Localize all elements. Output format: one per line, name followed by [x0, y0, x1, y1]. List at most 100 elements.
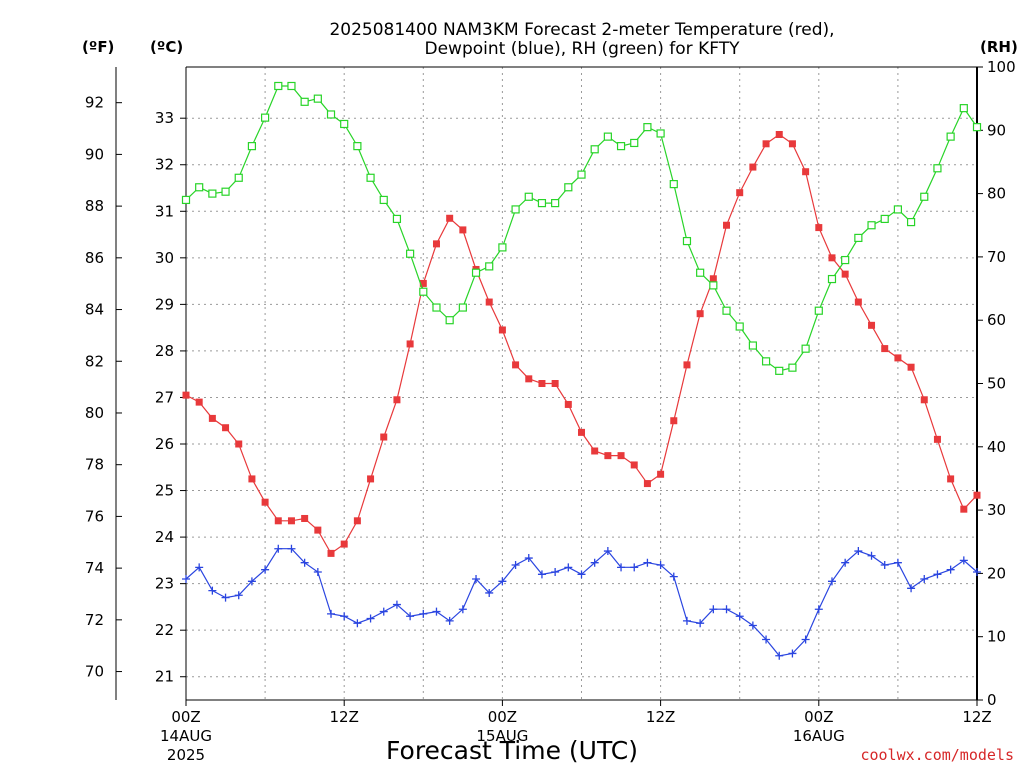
rh-point [801, 344, 810, 353]
dewpoint-point [920, 574, 929, 583]
temperature-point [788, 140, 796, 148]
fahrenheit-tick-label: 82 [85, 352, 104, 370]
grid-lines [186, 67, 977, 700]
dewpoint-point [946, 565, 955, 574]
temperature-point [881, 345, 889, 353]
dewpoint-point [458, 605, 467, 614]
rh-point [511, 205, 520, 214]
rh-point [208, 189, 217, 198]
dewpoint-point [221, 593, 230, 602]
dewpoint-point [379, 607, 388, 616]
dewpoint-point [880, 561, 889, 570]
rh-point [616, 142, 626, 151]
temperature-point [723, 221, 731, 229]
celsius-tick-label: 33 [155, 109, 174, 127]
dewpoint-point [313, 568, 322, 577]
dewpoint-point [748, 621, 757, 630]
temperature-point [762, 140, 770, 148]
rh-point [748, 341, 757, 350]
fahrenheit-tick-label: 90 [85, 145, 104, 163]
temperature-series [182, 130, 981, 557]
dewpoint-point [524, 554, 533, 563]
temperature-point [327, 549, 335, 557]
dewpoint-point [762, 635, 771, 644]
x-tick-label: 2025 [167, 746, 205, 764]
temperature-point [432, 240, 440, 248]
dewpoint-point [182, 574, 190, 583]
rh-tick-label: 40 [987, 438, 1006, 456]
rh-point [867, 221, 876, 230]
dewpoint-point [208, 586, 217, 595]
rh-point [643, 123, 652, 132]
rh-point [959, 104, 968, 113]
x-tick-label: 12Z [646, 708, 675, 726]
dewpoint-point [603, 547, 612, 556]
temperature-point [538, 380, 546, 387]
temperature-point [512, 361, 520, 369]
x-tick-label: 16AUG [793, 727, 845, 745]
dewpoint-point [406, 612, 415, 621]
dewpoint-point [392, 600, 401, 609]
temperature-point [419, 279, 427, 287]
dewpoint-point [696, 619, 705, 628]
dewpoint-point [709, 605, 718, 614]
rh-point [775, 366, 784, 375]
dewpoint-point [445, 616, 454, 625]
celsius-tick-label: 24 [155, 528, 174, 546]
dewpoint-point [630, 563, 639, 572]
dewpoint-point [775, 651, 784, 660]
rh-tick-label: 90 [987, 121, 1006, 139]
rh-point [880, 214, 889, 224]
dewpoint-point [841, 558, 850, 567]
dewpoint-point [366, 614, 375, 623]
rh-point [854, 233, 863, 243]
chart-title-line-2: Dewpoint (blue), RH (green) for KFTY [425, 39, 741, 59]
temperature-point [525, 375, 533, 383]
dewpoint-point [564, 563, 573, 572]
rh-point [313, 94, 322, 103]
temperature-point [670, 417, 678, 425]
rh-point [471, 268, 481, 277]
temperature-point [301, 514, 309, 522]
temperature-point [696, 310, 704, 318]
temperature-point [802, 168, 810, 176]
rh-point [933, 164, 942, 173]
dewpoint-point [353, 619, 362, 628]
dewpoint-point [419, 609, 428, 618]
rh-point [234, 173, 243, 182]
temperature-point [498, 326, 506, 334]
dewpoint-point [498, 577, 507, 586]
rh-point [564, 183, 573, 192]
temperature-point [380, 433, 388, 441]
rh-point [537, 198, 547, 208]
x-tick-label: 12Z [962, 708, 991, 726]
celsius-tick-label: 21 [155, 668, 174, 686]
rh-point [485, 262, 494, 271]
dewpoint-point [234, 591, 243, 600]
temperature-point [459, 226, 467, 234]
rh-point [406, 249, 415, 258]
rh-point [827, 274, 837, 284]
celsius-tick-label: 29 [155, 295, 174, 313]
dewpoint-point [195, 563, 204, 572]
temperature-point [261, 498, 269, 506]
temperature-point [314, 526, 322, 534]
chart-title-line-1: 2025081400 NAM3KM Forecast 2-meter Tempe… [329, 20, 834, 40]
rh-point [221, 187, 230, 196]
x-tick-label: 00Z [488, 708, 517, 726]
rh-series [181, 81, 982, 375]
rh-point [696, 268, 705, 277]
temperature-point [907, 363, 915, 371]
dewpoint-point [656, 561, 665, 570]
rh-point [247, 142, 257, 151]
rh-unit-label: (RH) [980, 38, 1018, 56]
temperature-point [195, 398, 203, 406]
dewpoint-point [867, 551, 876, 560]
fahrenheit-tick-label: 78 [85, 456, 104, 474]
rh-point [261, 113, 270, 122]
rh-point [274, 81, 283, 91]
temperature-point [973, 491, 981, 499]
dewpoint-point [287, 544, 296, 553]
dewpoint-point [788, 649, 797, 658]
